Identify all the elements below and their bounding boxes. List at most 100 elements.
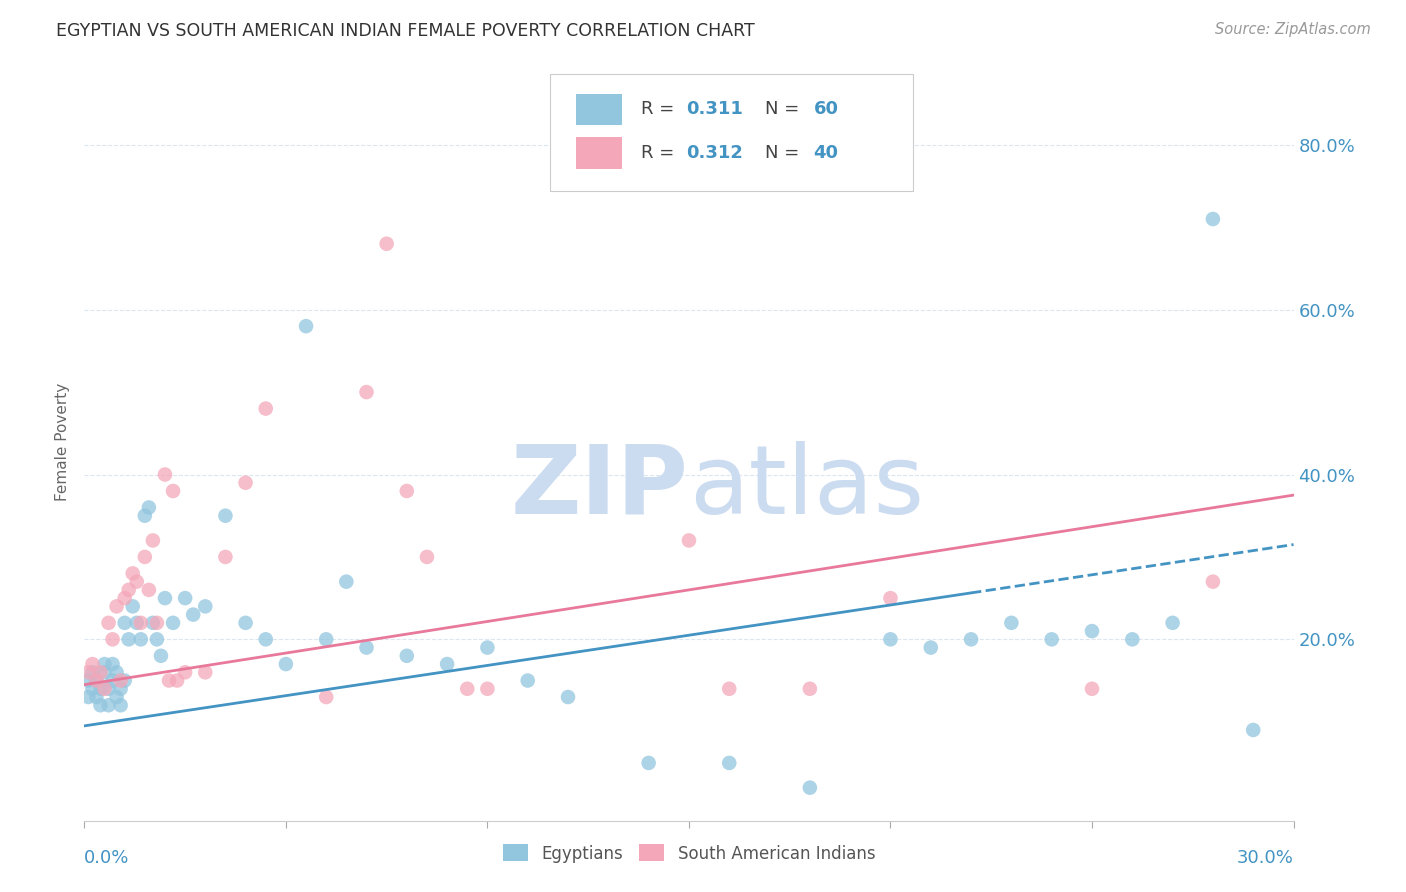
Point bbox=[920, 640, 942, 655]
Point bbox=[375, 236, 398, 251]
Point bbox=[1040, 632, 1063, 647]
Point bbox=[1202, 212, 1225, 227]
Text: R =: R = bbox=[641, 101, 679, 119]
Legend: Egyptians, South American Indians: Egyptians, South American Indians bbox=[496, 838, 882, 869]
Point bbox=[114, 673, 136, 688]
Point bbox=[1241, 723, 1264, 737]
Text: R =: R = bbox=[641, 144, 679, 161]
Point bbox=[194, 665, 217, 680]
Point bbox=[77, 665, 100, 680]
Text: N =: N = bbox=[765, 144, 806, 161]
Text: 60: 60 bbox=[814, 101, 838, 119]
Point bbox=[1202, 574, 1225, 589]
Point bbox=[153, 467, 176, 482]
Point bbox=[97, 681, 120, 696]
Point bbox=[110, 681, 132, 696]
Point bbox=[214, 549, 236, 564]
Point bbox=[93, 681, 115, 696]
Point bbox=[77, 673, 100, 688]
FancyBboxPatch shape bbox=[550, 74, 912, 191]
Point bbox=[149, 648, 172, 663]
Point bbox=[118, 632, 141, 647]
Point bbox=[356, 385, 378, 400]
Bar bbox=[576, 94, 623, 126]
Point bbox=[138, 500, 160, 515]
Point bbox=[879, 591, 901, 606]
Point bbox=[1081, 681, 1104, 696]
Point bbox=[86, 690, 108, 704]
Point bbox=[416, 549, 439, 564]
Point bbox=[235, 475, 257, 490]
Point bbox=[395, 648, 418, 663]
Point bbox=[89, 681, 111, 696]
Point bbox=[254, 401, 277, 416]
Point bbox=[142, 533, 165, 548]
Point bbox=[436, 657, 458, 671]
Point bbox=[395, 483, 418, 498]
Text: 0.311: 0.311 bbox=[686, 101, 744, 119]
Point bbox=[456, 681, 478, 696]
Point bbox=[274, 657, 297, 671]
Text: EGYPTIAN VS SOUTH AMERICAN INDIAN FEMALE POVERTY CORRELATION CHART: EGYPTIAN VS SOUTH AMERICAN INDIAN FEMALE… bbox=[56, 22, 755, 40]
Point bbox=[194, 599, 217, 614]
Point bbox=[93, 657, 115, 671]
Point bbox=[97, 615, 120, 630]
Point bbox=[121, 599, 143, 614]
Point bbox=[146, 615, 169, 630]
Point bbox=[960, 632, 983, 647]
Text: 0.312: 0.312 bbox=[686, 144, 744, 161]
Point bbox=[879, 632, 901, 647]
Point bbox=[153, 591, 176, 606]
Point bbox=[101, 673, 124, 688]
Point bbox=[718, 756, 741, 770]
Text: 40: 40 bbox=[814, 144, 838, 161]
Point bbox=[477, 681, 499, 696]
Point bbox=[129, 615, 152, 630]
Point bbox=[356, 640, 378, 655]
Point bbox=[718, 681, 741, 696]
Point bbox=[1000, 615, 1022, 630]
Point bbox=[93, 665, 115, 680]
Point bbox=[82, 665, 104, 680]
Text: ZIP: ZIP bbox=[510, 441, 689, 533]
Point bbox=[138, 582, 160, 597]
Point bbox=[295, 319, 318, 334]
Text: 0.0%: 0.0% bbox=[84, 849, 129, 868]
Point bbox=[86, 673, 108, 688]
Point bbox=[516, 673, 538, 688]
Point bbox=[89, 698, 111, 713]
Point bbox=[110, 698, 132, 713]
Point bbox=[134, 508, 156, 523]
Point bbox=[82, 657, 104, 671]
Point bbox=[114, 615, 136, 630]
Point bbox=[146, 632, 169, 647]
Point bbox=[125, 574, 148, 589]
Point bbox=[157, 673, 180, 688]
Point bbox=[89, 665, 111, 680]
Point bbox=[105, 599, 128, 614]
Point bbox=[162, 483, 184, 498]
Point bbox=[121, 566, 143, 581]
Point bbox=[110, 673, 132, 688]
Point bbox=[162, 615, 184, 630]
Point bbox=[125, 615, 148, 630]
Point bbox=[114, 591, 136, 606]
Point bbox=[214, 508, 236, 523]
Text: N =: N = bbox=[765, 101, 806, 119]
Y-axis label: Female Poverty: Female Poverty bbox=[55, 383, 70, 500]
Point bbox=[101, 657, 124, 671]
Point bbox=[799, 780, 821, 795]
Point bbox=[1121, 632, 1143, 647]
Point bbox=[678, 533, 700, 548]
Point bbox=[97, 698, 120, 713]
Point bbox=[174, 591, 197, 606]
Point bbox=[77, 690, 100, 704]
Point bbox=[235, 615, 257, 630]
Text: Source: ZipAtlas.com: Source: ZipAtlas.com bbox=[1215, 22, 1371, 37]
Point bbox=[254, 632, 277, 647]
Point bbox=[315, 690, 337, 704]
Bar bbox=[576, 136, 623, 169]
Point bbox=[1081, 624, 1104, 639]
Point bbox=[118, 582, 141, 597]
Point bbox=[637, 756, 659, 770]
